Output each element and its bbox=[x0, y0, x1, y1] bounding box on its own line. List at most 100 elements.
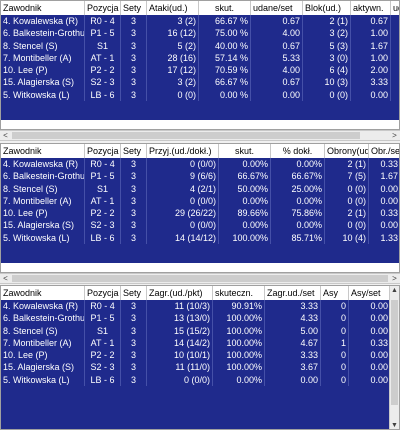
col-header-serves[interactable]: Zagr.(ud./pkt) bbox=[147, 286, 213, 300]
col-header-sets[interactable]: Sety bbox=[121, 286, 147, 300]
col-header-sets[interactable]: Sety bbox=[121, 1, 147, 15]
reception-defense-grid-header: Zawodnik Pozycja Sety Przyj.(ud./dokł.) … bbox=[1, 144, 399, 159]
scroll-left-arrow-icon[interactable]: < bbox=[3, 274, 8, 283]
table-cell: 5. Witkowska (L) bbox=[1, 88, 85, 102]
scroll-left-arrow-icon[interactable]: < bbox=[3, 131, 8, 140]
table-cell: 3.33 bbox=[265, 300, 321, 313]
col-header-aces[interactable]: Asy bbox=[321, 286, 349, 300]
col-header-player[interactable]: Zawodnik bbox=[1, 1, 85, 15]
table-row[interactable]: 10. Lee (P) P2 - 2 3 17 (12) 70.59 % 4.00 6 (4… bbox=[1, 64, 399, 77]
table-cell: 8. Stencel (S) bbox=[1, 182, 85, 195]
table-row[interactable]: 10. Lee (P) P2 - 2 3 29 (26/22) 89.66% 75.86%… bbox=[1, 207, 399, 220]
col-header-aces-per-set[interactable]: Asy/set bbox=[349, 286, 391, 300]
col-header-position[interactable]: Pozycja bbox=[85, 144, 121, 158]
table-cell: 0.33 bbox=[349, 336, 391, 350]
col-header-player[interactable]: Zawodnik bbox=[1, 144, 85, 158]
col-header-successful-per-set[interactable]: udane/set bbox=[251, 1, 303, 15]
table-row[interactable]: 10. Lee (P) P2 - 2 3 10 (10/1) 100.00% 3.33 0 0… bbox=[1, 349, 391, 362]
scroll-right-arrow-icon[interactable]: > bbox=[392, 131, 397, 140]
table-cell: 100.00% bbox=[213, 349, 265, 362]
table-cell: 66.67 % bbox=[199, 15, 251, 28]
table-row[interactable]: 8. Stencel (S) S1 3 4 (2/1) 50.00% 25.00% 0 (0… bbox=[1, 182, 399, 195]
table-cell: 1.33 bbox=[369, 232, 399, 244]
col-header-digs[interactable]: Obrony(ud.) bbox=[325, 144, 369, 158]
table-row[interactable]: 7. Montibeller (A) AT - 1 3 28 (16) 57.14 % 5… bbox=[1, 51, 399, 65]
table-cell: 11 (10/3) bbox=[147, 300, 213, 313]
reception-defense-grid-hscrollbar[interactable]: < > bbox=[0, 273, 400, 284]
table-cell: 10 (4) bbox=[325, 231, 369, 245]
col-header-player[interactable]: Zawodnik bbox=[1, 286, 85, 300]
serve-grid[interactable]: Zawodnik Pozycja Sety Zagr.(ud./pkt) sku… bbox=[0, 285, 400, 430]
col-header-blocks-per-set[interactable]: ud./set bbox=[391, 1, 399, 15]
col-header-receptions[interactable]: Przyj.(ud./dokł.) bbox=[147, 144, 219, 158]
table-cell: 6. Balkestein-Grothu... bbox=[3, 312, 85, 325]
table-cell: 4.33 bbox=[265, 312, 321, 325]
scroll-right-arrow-icon[interactable]: > bbox=[392, 274, 397, 283]
table-cell: 3 bbox=[121, 182, 147, 195]
table-cell: 4.00 bbox=[251, 27, 303, 40]
serve-grid-vscrollbar[interactable]: ▲ ▼ bbox=[389, 286, 399, 429]
table-cell: 7. Montibeller (A) bbox=[1, 51, 85, 65]
table-cell: 0 bbox=[321, 300, 349, 313]
table-cell: 3 bbox=[121, 231, 147, 245]
table-row[interactable]: 15. Alagierska (S) S2 - 3 3 11 (11/0) 100.00… bbox=[1, 361, 391, 374]
table-cell: S2 - 3 bbox=[85, 219, 121, 232]
table-row[interactable]: 8. Stencel (S) S1 3 5 (2) 40.00 % 0.67 5 (3) 1.… bbox=[1, 39, 399, 52]
col-header-serves-per-set[interactable]: Zagr.ud./set bbox=[265, 286, 321, 300]
table-cell: 0.00 bbox=[349, 361, 391, 374]
table-cell: P1 - 5 bbox=[85, 170, 121, 183]
table-cell: 3 bbox=[121, 64, 147, 77]
table-row[interactable]: 5. Witkowska (L) LB - 6 3 14 (14/12) 100.00%… bbox=[1, 231, 399, 245]
table-cell: 0.00 bbox=[349, 324, 391, 337]
table-cell: 0 (0/0) bbox=[147, 194, 219, 208]
col-header-efficiency[interactable]: skut. bbox=[219, 144, 271, 158]
table-cell: 0 bbox=[321, 324, 349, 337]
table-cell: 0 (0/0) bbox=[147, 373, 213, 387]
col-header-attacks[interactable]: Ataki(ud.) bbox=[147, 1, 199, 15]
scroll-thumb[interactable] bbox=[12, 275, 388, 282]
attack-block-grid-hscrollbar[interactable]: < > bbox=[0, 130, 400, 141]
table-cell: P2 - 2 bbox=[85, 207, 121, 220]
table-cell: 3 bbox=[121, 158, 147, 171]
scroll-thumb[interactable] bbox=[391, 300, 398, 405]
table-cell: 10. Lee (P) bbox=[1, 64, 85, 77]
table-row[interactable]: 4. Kowalewska (R) R0 - 4 3 11 (10/3) 90.91% 3… bbox=[1, 300, 391, 313]
col-header-position[interactable]: Pozycja bbox=[85, 1, 121, 15]
table-row[interactable]: 6. Balkestein-Grothu... P1 - 5 3 16 (12) 75.… bbox=[1, 27, 399, 40]
table-cell: 0.33 bbox=[391, 15, 399, 27]
col-header-position[interactable]: Pozycja bbox=[85, 286, 121, 300]
scroll-up-arrow-icon[interactable]: ▲ bbox=[391, 287, 398, 294]
attack-block-grid[interactable]: Zawodnik Pozycja Sety Ataki(ud.) skut. u… bbox=[0, 0, 400, 130]
col-header-active[interactable]: aktywn. bbox=[351, 1, 391, 15]
col-header-blocks[interactable]: Blok(ud.) bbox=[303, 1, 351, 15]
table-row[interactable]: 7. Montibeller (A) AT - 1 3 14 (14/2) 100.00… bbox=[1, 336, 391, 350]
col-header-digs-per-set[interactable]: Obr./set bbox=[369, 144, 400, 158]
reception-defense-grid[interactable]: Zawodnik Pozycja Sety Przyj.(ud./dokł.) … bbox=[0, 143, 400, 273]
table-cell: 75.00 % bbox=[199, 27, 251, 40]
table-cell: 0.00 bbox=[265, 373, 321, 387]
table-row[interactable]: 8. Stencel (S) S1 3 15 (15/2) 100.00% 5.00 0 0.… bbox=[1, 324, 391, 337]
col-header-efficiency[interactable]: skut. bbox=[199, 1, 251, 15]
scroll-down-arrow-icon[interactable]: ▼ bbox=[391, 422, 398, 429]
table-row[interactable]: 6. Balkestein-Grothu... P1 - 5 3 13 (13/0) 1… bbox=[1, 312, 391, 325]
table-cell: 75.86% bbox=[271, 207, 325, 220]
table-cell: 0 (0/0) bbox=[147, 219, 219, 232]
table-cell: 3 bbox=[121, 51, 147, 65]
col-header-sets[interactable]: Sety bbox=[121, 144, 147, 158]
table-cell: 3 bbox=[121, 324, 147, 337]
scroll-thumb[interactable] bbox=[12, 132, 360, 139]
col-header-accuracy[interactable]: % dokł. bbox=[271, 144, 325, 158]
table-cell: 5 (2) bbox=[147, 39, 199, 52]
table-cell: 0.67 bbox=[351, 15, 391, 28]
col-header-efficiency[interactable]: skuteczn. bbox=[213, 286, 265, 300]
table-cell: 0.00% bbox=[271, 194, 325, 208]
